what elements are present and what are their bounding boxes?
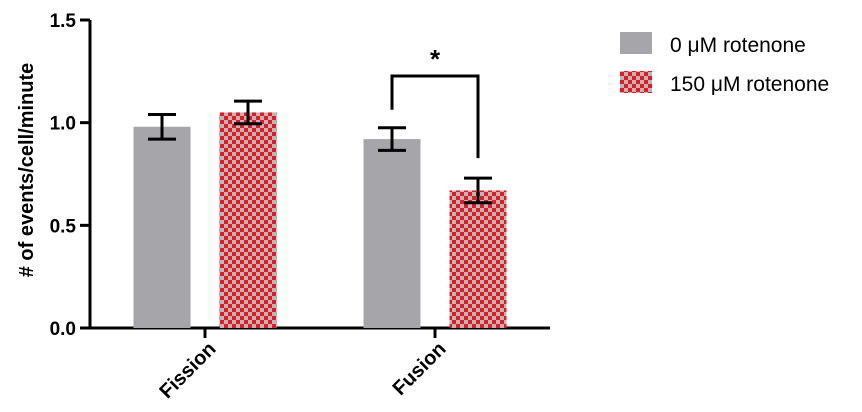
x-tick-label-fusion: Fusion	[389, 338, 451, 400]
legend: 0 μM rotenone 150 μM rotenone	[620, 32, 829, 96]
y-tick-label: 1.5	[50, 11, 77, 32]
bar-150-m-rotenone-fission	[219, 112, 277, 329]
legend-label-1: 150 μM rotenone	[670, 73, 829, 96]
significance-marker: *	[430, 44, 441, 74]
y-axis-label: # of events/cell/minute	[16, 63, 38, 278]
legend-swatch-0	[620, 32, 652, 54]
y-tick-label: 1.0	[50, 114, 76, 135]
legend-label-0: 0 μM rotenone	[670, 34, 806, 57]
bar-0-m-rotenone-fusion	[363, 139, 421, 328]
bar-150-m-rotenone-fusion	[449, 190, 507, 328]
plot-area: 0.0 0.5 1.0 1.5 Fission Fusion *	[50, 11, 550, 403]
y-tick-label: 0.0	[50, 319, 76, 340]
bar-0-m-rotenone-fission	[133, 126, 191, 328]
x-tick-label-fission: Fission	[155, 338, 220, 403]
y-tick-label: 0.5	[50, 216, 77, 237]
significance-bracket	[390, 74, 480, 159]
legend-swatch-1	[620, 71, 652, 93]
